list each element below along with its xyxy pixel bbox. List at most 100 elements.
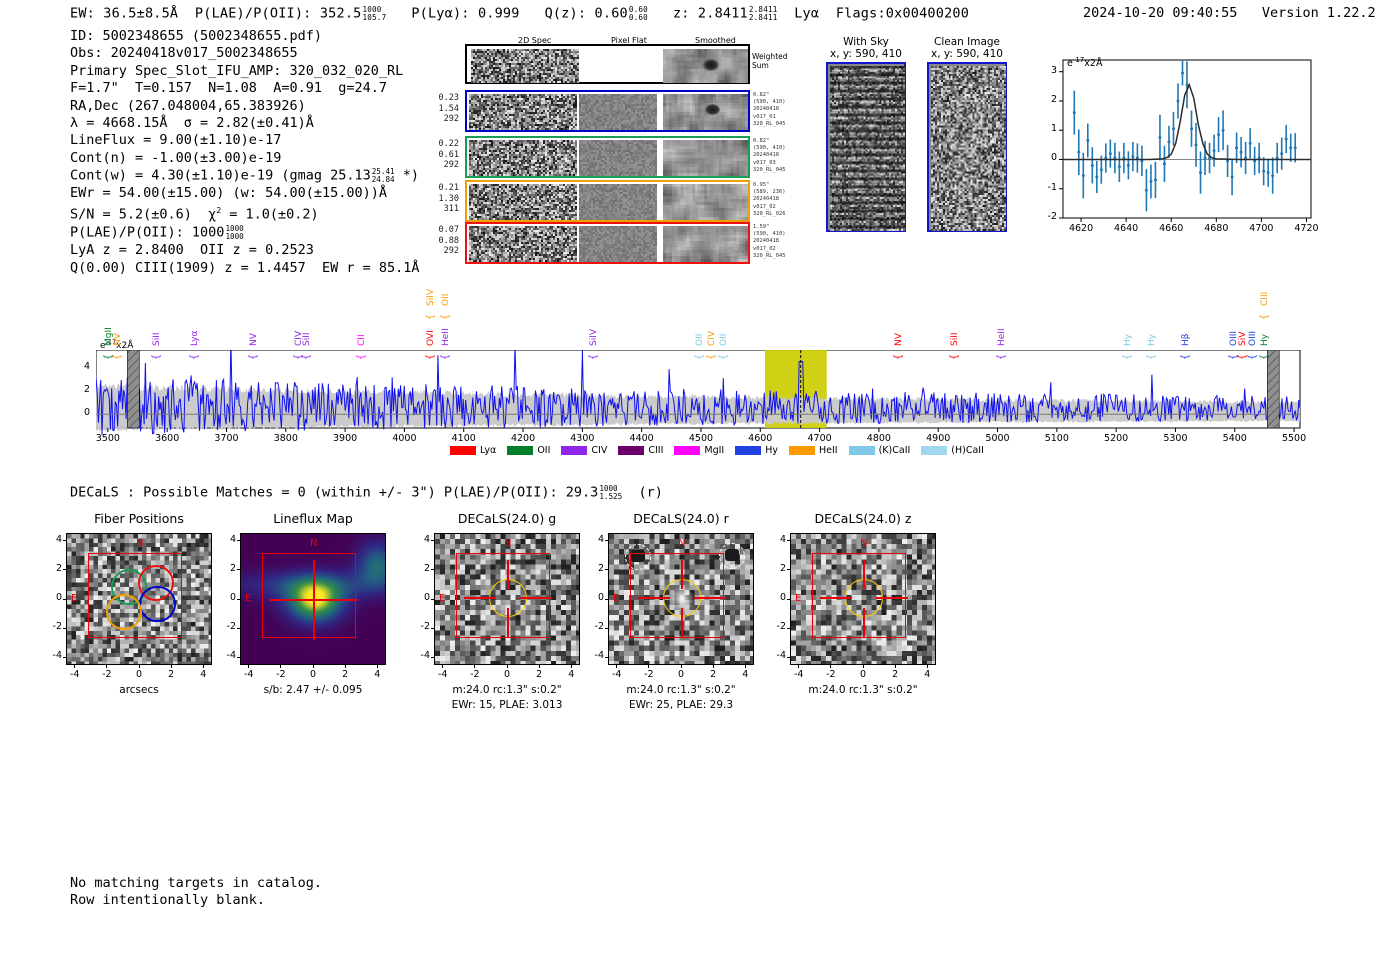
emission-line-brace: { [440,353,452,360]
panel-ytick: -4 [594,650,604,662]
emission-line-label: HeII [441,328,452,346]
emission-line-label: NV [248,333,259,346]
panel-ytick-mark [605,656,608,658]
full-spectrum-xtick: 4200 [510,433,536,444]
emission-line-label: Hy [1146,333,1157,346]
legend-item: CIII [618,445,663,456]
full-spectrum-xtick: 4300 [570,433,595,444]
full-spectrum-xtick: 5100 [1044,433,1069,444]
info-lineflux: LineFlux = 9.00(±1.10)e-17 [70,132,282,149]
panel-xtick-mark [830,665,832,668]
spec2d-row-left-label: 0.61 [438,149,459,160]
east-marker: E [795,593,802,604]
panel-caption: s/b: 2.47 +/- 0.095 [263,684,363,696]
panel-ytick: 0 [229,592,236,603]
emission-line-label: NV [112,333,123,346]
spec2d-row-right-labels: 0.82" (590, 410) 20240418 v017_03 320_RL_045 [753,138,785,174]
panel-ytick: 4 [423,533,430,545]
spec2d-row-pixelflat [579,94,657,130]
full-spectrum-xtick: 4800 [866,433,891,444]
line-profile-ytick: 3 [1050,64,1057,76]
spec2d-row-right-label: 320_RL_045 [753,166,786,173]
full-spectrum-xtick: 3900 [333,433,358,444]
emission-line-label: CII [356,334,367,346]
spec2d-row-left-label: 311 [443,204,459,214]
panel-xtick: -4 [438,669,448,680]
full-spectrum-xtick: 4900 [926,433,951,444]
panel-xtick: 4 [742,669,749,680]
emission-line-brace: { [1145,353,1157,360]
info-radec: RA,Dec (267.048004,65.383926) [70,97,306,114]
masked-source-blob [631,550,645,562]
panel-xtick: -2 [276,669,286,680]
line-profile-axes [1059,59,1312,222]
panel-caption: m:24.0 rc:1.3" s:0.2" [626,684,736,696]
panel-xtick-mark [570,665,572,668]
legend-swatch [450,446,476,455]
header-z-label: z: 2.8411 [672,5,748,22]
info-id: ID: 5002348655 (5002348655.pdf) [70,28,322,44]
line-profile-xtick: 4720 [1294,223,1319,234]
panel-xtick: 2 [342,669,349,680]
spec2d-row-right-label: (590, 410) [753,99,786,106]
legend-swatch [848,446,875,455]
full-spectrum-xtick: 4100 [451,433,476,444]
emission-line-label: OII [694,333,705,346]
emission-line-brace: { [111,353,123,360]
header-line-name: Lyα [794,5,820,22]
fiber-circle [105,593,143,631]
panel-xtick-mark [138,665,140,668]
spec2d-row-left-label: 0.88 [438,235,459,246]
cutout-subtitle: x, y: 590, 410 [830,48,902,60]
masked-source-blob [725,549,739,561]
panel-ytick: -2 [776,621,786,633]
panel-ytick: -4 [776,650,786,662]
spec2d-row-left-labels: 0.23 1.54 292 [413,93,459,125]
panel-ytick-mark [63,656,66,658]
full-spectrum-axes [96,350,1301,435]
cutout-title: Clean Image [933,36,1001,48]
line-profile-ytick: 2 [1050,93,1057,105]
north-marker: N [136,538,144,549]
header-timestamp-version: 2024-10-20 09:40:55 Version 1.22.2 [1083,5,1376,21]
masked-source-circle [719,543,745,569]
panel-xtick: -2 [470,669,480,680]
legend-swatch [674,446,701,455]
spec2d-fiber-row [465,180,750,222]
panel-xtick: 4 [924,669,931,680]
panel-xtick-mark [474,665,476,668]
panel-ytick: 0 [779,592,786,603]
panel-ytick: 4 [597,533,604,545]
line-profile-ytick: 0 [1050,152,1057,164]
line-profile-ytick: 1 [1050,123,1057,135]
emission-line-brace: { [693,353,705,360]
line-profile-xtick: 4660 [1159,223,1184,234]
panel-xtick-mark [376,665,378,668]
panel-xtick: -4 [612,669,622,680]
lineflux-heatmap [241,534,385,664]
emission-line-brace: { [424,313,436,320]
panel-xtick-mark [442,665,444,668]
panel-ytick-mark [787,627,790,629]
header-qz-label: Q(z): 0.60 [544,5,628,22]
spec2d-row-smoothed [663,140,748,176]
panel-ytick-mark [63,569,66,571]
panel-ytick: -4 [420,650,430,662]
decals-match-header: DECaLS : Possible Matches = 0 (within +/… [70,484,663,501]
legend-label: (K)CaII [878,445,911,456]
panel-ytick: 4 [229,533,236,545]
line-profile-xtick: 4640 [1114,223,1139,234]
emission-line-label: SiII [302,332,313,346]
panel-xtick-mark [202,665,204,668]
panel-ytick-mark [787,540,790,542]
legend-label: CIII [648,445,664,456]
spec2d-fiber-row [465,90,750,132]
spec2d-row-right-label: v017_01 [753,113,776,120]
spec2d-row-left-labels: 0.07 0.88 292 [413,225,459,257]
emission-line-label: CIV [706,330,717,346]
panel-ytick: -2 [420,621,430,633]
emission-line-label: OIII [1247,330,1258,346]
panel-ytick: -4 [226,650,236,662]
full-spectrum-xtick: 4500 [688,433,714,444]
